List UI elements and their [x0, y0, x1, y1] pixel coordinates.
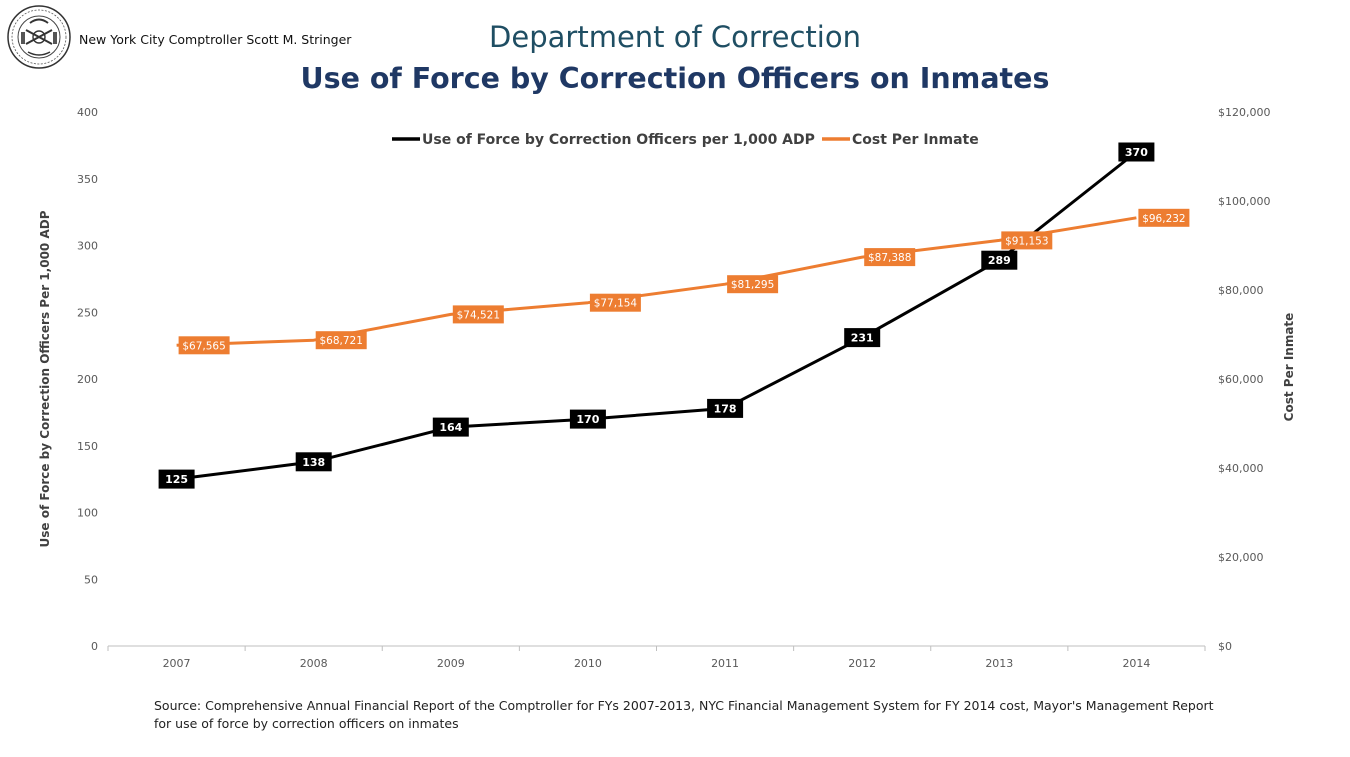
left-y-tick-label: 50 — [84, 573, 98, 586]
left-y-tick-label: 0 — [91, 640, 98, 653]
force-data-label: 178 — [714, 402, 737, 415]
cost-data-label-box — [1138, 208, 1190, 227]
force-data-label: 164 — [439, 421, 462, 434]
cost-data-label: $96,232 — [1142, 213, 1185, 225]
x-tick-label: 2007 — [163, 657, 191, 670]
cost-data-label-box — [178, 336, 230, 355]
legend-use-of-force-label: Use of Force by Correction Officers per … — [422, 132, 815, 148]
force-data-label-box — [844, 328, 881, 348]
x-tick-label: 2011 — [711, 657, 739, 670]
use-of-force-line — [176, 150, 1138, 481]
force-data-label: 125 — [165, 473, 188, 486]
cost-data-label-box — [727, 275, 779, 294]
cost-data-label-box — [1001, 231, 1053, 250]
right-y-tick-label: $0 — [1218, 640, 1232, 653]
right-y-tick-label: $80,000 — [1218, 284, 1264, 297]
legend-cost-per-inmate-label: Cost Per Inmate — [852, 132, 979, 148]
force-data-label: 370 — [1125, 146, 1148, 159]
right-y-tick-label: $100,000 — [1218, 195, 1271, 208]
chart-title: Use of Force by Correction Officers on I… — [300, 62, 1050, 95]
force-data-label: 289 — [988, 254, 1011, 267]
cost-per-inmate-line — [176, 216, 1137, 347]
x-tick-label: 2010 — [574, 657, 602, 670]
cost-data-label: $87,388 — [868, 252, 911, 264]
cost-data-label: $77,154 — [594, 298, 638, 310]
force-data-label-box — [707, 398, 744, 418]
force-data-label: 231 — [851, 332, 874, 345]
left-y-tick-label: 400 — [77, 106, 98, 119]
x-tick-label: 2014 — [1122, 657, 1150, 670]
left-y-tick-label: 200 — [77, 373, 98, 386]
right-y-axis-title: Cost Per Inmate — [1282, 313, 1296, 422]
force-data-label: 170 — [576, 413, 599, 426]
cost-data-label: $91,153 — [1005, 235, 1048, 247]
right-y-tick-label: $120,000 — [1218, 106, 1271, 119]
left-y-tick-label: 300 — [77, 240, 98, 253]
left-y-axis-title: Use of Force by Correction Officers Per … — [38, 210, 52, 547]
force-data-label: 138 — [302, 456, 325, 469]
cost-data-label: $74,521 — [457, 309, 500, 321]
x-tick-label: 2013 — [985, 657, 1013, 670]
x-tick-label: 2008 — [300, 657, 328, 670]
cost-data-label-box — [315, 331, 367, 350]
nyc-seal-logo — [7, 5, 71, 69]
department-title: Department of Correction — [489, 20, 861, 54]
force-data-label-box — [432, 417, 469, 437]
left-y-tick-label: 100 — [77, 507, 98, 520]
comptroller-credit: New York City Comptroller Scott M. Strin… — [79, 32, 352, 47]
left-y-tick-label: 250 — [77, 306, 98, 319]
right-y-tick-label: $60,000 — [1218, 373, 1264, 386]
left-y-tick-label: 150 — [77, 440, 98, 453]
left-y-tick-label: 350 — [77, 173, 98, 186]
cost-data-label: $67,565 — [182, 340, 225, 352]
force-data-label-box — [158, 469, 195, 489]
force-data-label-box — [981, 250, 1018, 270]
source-note: Source: Comprehensive Annual Financial R… — [154, 698, 1214, 731]
force-data-label-box — [1118, 142, 1155, 162]
cost-data-label: $68,721 — [319, 335, 362, 347]
cost-data-label-box — [864, 248, 916, 267]
cost-data-label-box — [452, 305, 504, 324]
force-data-label-box — [295, 452, 332, 472]
x-tick-label: 2012 — [848, 657, 876, 670]
x-tick-label: 2009 — [437, 657, 465, 670]
force-data-label-box — [569, 409, 606, 429]
cost-data-label: $81,295 — [731, 279, 774, 291]
right-y-tick-label: $40,000 — [1218, 462, 1264, 475]
right-y-tick-label: $20,000 — [1218, 551, 1264, 564]
cost-data-label-box — [589, 293, 641, 312]
